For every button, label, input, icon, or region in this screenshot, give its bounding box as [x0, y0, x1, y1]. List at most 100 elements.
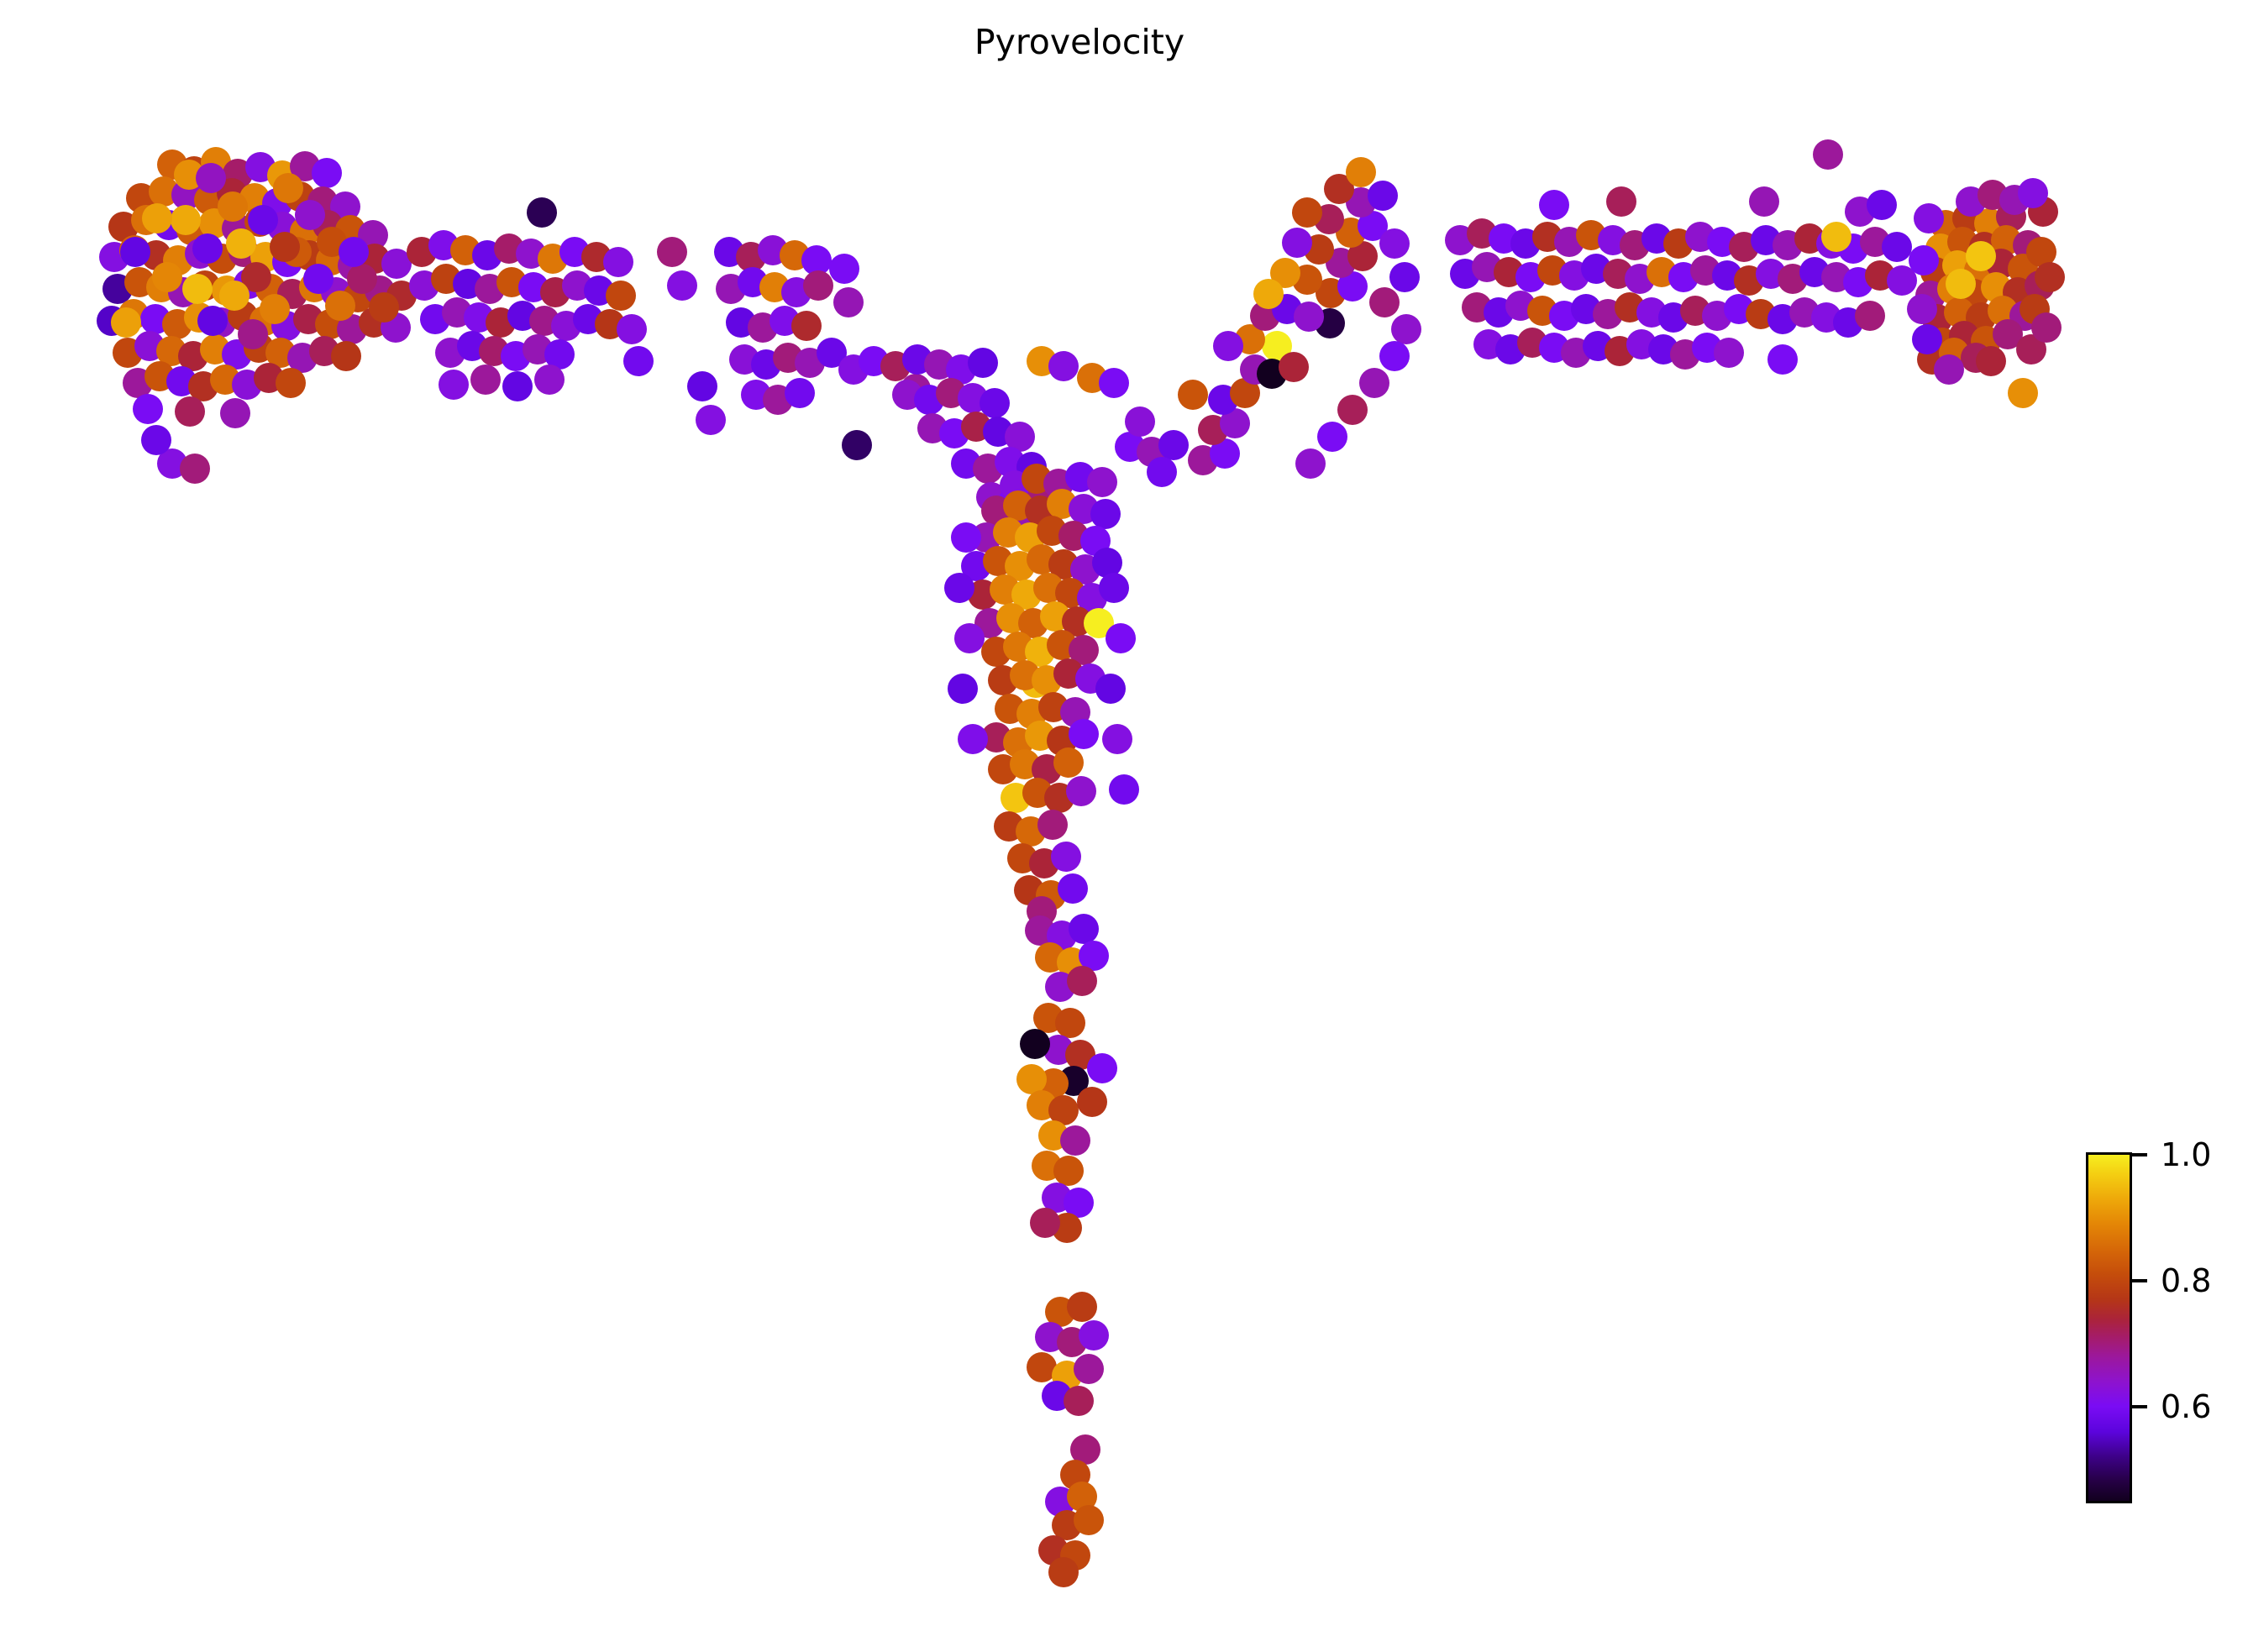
scatter-point: [142, 203, 172, 233]
scatter-point: [1077, 1087, 1107, 1117]
scatter-point: [1020, 1029, 1050, 1059]
scatter-point: [141, 425, 171, 455]
scatter-point: [175, 396, 205, 427]
colorbar-gradient: [2086, 1152, 2132, 1503]
scatter-point: [1087, 467, 1117, 497]
scatter-point: [1213, 331, 1243, 361]
scatter-point: [1909, 245, 1939, 275]
scatter-point: [248, 205, 278, 235]
scatter-point: [1294, 302, 1324, 332]
scatter-point: [331, 341, 361, 371]
scatter-point: [1066, 776, 1096, 806]
scatter-point: [220, 398, 250, 428]
scatter-point: [1882, 232, 1912, 262]
scatter-point: [1016, 1064, 1047, 1094]
scatter-point: [1606, 186, 1636, 217]
scatter-point: [2031, 312, 2062, 343]
scatter-point: [1099, 368, 1129, 398]
colorbar-tick-label: 1.0: [2161, 1136, 2212, 1173]
scatter-point: [1379, 341, 1410, 371]
scatter-point: [339, 237, 369, 267]
colorbar-tick-mark: [2132, 1404, 2147, 1408]
scatter-point: [1359, 368, 1389, 398]
scatter-point: [968, 348, 998, 378]
scatter-point: [1067, 966, 1097, 996]
scatter-point: [325, 291, 355, 321]
scatter-point: [303, 264, 334, 294]
scatter-point: [1178, 380, 1208, 410]
scatter-point: [273, 173, 303, 203]
scatter-point: [944, 573, 974, 603]
scatter-point: [470, 364, 501, 395]
scatter-point: [1966, 241, 1996, 271]
scatter-point: [842, 430, 872, 460]
scatter-point: [1346, 157, 1376, 187]
scatter-point: [1368, 181, 1398, 211]
scatter-point: [527, 197, 557, 228]
scatter-point: [1099, 573, 1129, 603]
scatter-point: [829, 254, 859, 284]
scatter-point: [502, 371, 533, 401]
scatter-point: [617, 314, 647, 344]
scatter-point: [1369, 287, 1400, 317]
scatter-point: [369, 292, 399, 323]
scatter-point: [1074, 1354, 1104, 1384]
scatter-point: [1109, 774, 1139, 805]
scatter-point: [1317, 422, 1347, 452]
scatter-point: [606, 281, 636, 311]
scatter-point: [1055, 1008, 1085, 1038]
scatter-point: [1048, 351, 1079, 381]
scatter-point: [152, 262, 182, 292]
scatter-point: [1102, 724, 1132, 754]
scatter-point: [1907, 294, 1937, 324]
scatter-point: [1749, 186, 1779, 217]
scatter-point: [1079, 1320, 1109, 1350]
scatter-point: [1295, 448, 1326, 479]
scatter-point: [182, 274, 213, 304]
scatter-point: [238, 319, 268, 349]
scatter-point: [951, 522, 981, 553]
scatter-point: [1037, 810, 1068, 840]
scatter-point: [218, 191, 248, 222]
scatter-point: [1539, 190, 1569, 220]
scatter-point: [1976, 346, 2006, 376]
scatter-point: [958, 724, 988, 754]
scatter-point: [696, 405, 726, 435]
scatter-point: [1391, 314, 1421, 344]
colorbar-tick-mark: [2132, 1153, 2147, 1156]
scatter-point: [180, 454, 210, 484]
scatter-point: [1060, 1125, 1090, 1156]
scatter-point: [803, 270, 833, 301]
scatter-point: [623, 346, 654, 376]
scatter-point: [347, 264, 377, 294]
scatter-point: [1912, 324, 1942, 354]
scatter-point: [1051, 842, 1081, 872]
scatter-point: [226, 228, 256, 259]
scatter-point: [1048, 1557, 1079, 1587]
colorbar-tick-mark: [2132, 1278, 2147, 1282]
scatter-point: [1855, 301, 1885, 331]
scatter-point: [1946, 269, 1976, 299]
scatter-point: [1282, 228, 1312, 258]
scatter-point: [1158, 430, 1189, 460]
scatter-point: [1379, 228, 1410, 259]
scatter-point: [219, 281, 249, 311]
scatter-point: [1106, 623, 1136, 653]
scatter-point: [980, 388, 1010, 418]
scatter-point: [1087, 1053, 1117, 1083]
scatter-point: [833, 287, 864, 317]
scatter-point: [1125, 406, 1155, 437]
scatter-point: [657, 237, 687, 267]
scatter-point: [197, 306, 228, 336]
scatter-point: [171, 205, 201, 235]
scatter-point: [1389, 262, 1420, 292]
scatter-point: [2035, 262, 2065, 292]
scatter-point: [1090, 499, 1121, 529]
scatter-point: [1253, 279, 1284, 309]
scatter-point: [276, 368, 306, 398]
scatter-point: [312, 158, 342, 188]
scatter-point: [133, 394, 163, 424]
scatter-point: [260, 294, 290, 324]
scatter-point: [270, 232, 300, 262]
